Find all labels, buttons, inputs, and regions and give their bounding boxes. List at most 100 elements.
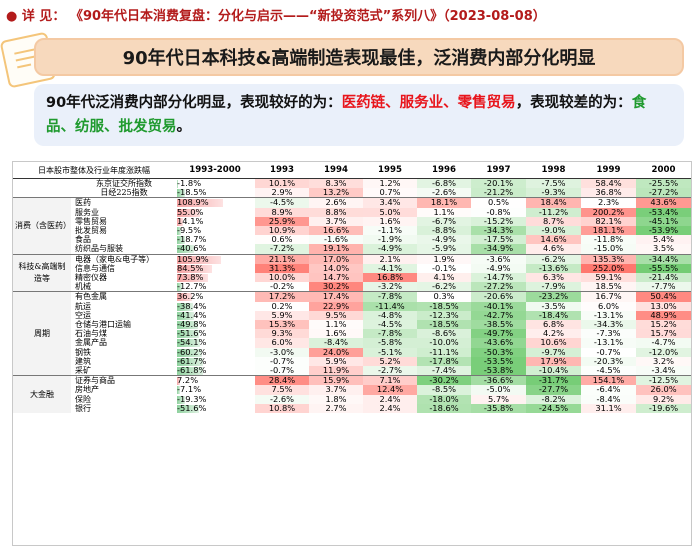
cell-value: 5.2% [363, 356, 417, 367]
cell-value: -11.2% [526, 207, 581, 217]
cell-value: -7.9% [526, 282, 581, 292]
table-row: 纺织品与服装 -40.6% -7.2% 19.1% -4.9% -5.9% -34.9% 4.… [13, 244, 691, 255]
row-name: 纺织品与服装 [75, 244, 123, 254]
cell-value: 84.5% [177, 263, 204, 273]
cell-value: 108.9% [177, 197, 209, 208]
table-row: 日经225指数 -18.5% 2.9% 13.2% 0.7% -2.6% -21.2% -9.… [13, 188, 691, 198]
cell-value: -15.2% [471, 216, 526, 227]
cell-value: -24.5% [526, 403, 581, 414]
row-name: 房地产 [75, 385, 99, 395]
group-label [13, 177, 71, 198]
cell-value: 17.0% [309, 253, 363, 264]
cell-value: -6.2% [417, 282, 471, 292]
cell-value: -4.9% [363, 244, 417, 255]
cell-value: 48.9% [636, 310, 691, 321]
cell-value: -1.9% [363, 235, 417, 245]
row-name: 石油与煤 [75, 329, 107, 339]
cumulative-return-cell: -60.2% [175, 348, 255, 357]
cell-value: 22.9% [309, 301, 363, 311]
column-header: 1998 [526, 162, 581, 179]
cell-value: -42.7% [471, 310, 526, 321]
cell-value: -50.3% [471, 347, 526, 357]
cell-value: 2.7% [309, 403, 363, 414]
cell-value: 36.2% [177, 291, 204, 302]
column-header: 1993 [255, 162, 309, 179]
cell-value: -51.6% [177, 403, 207, 413]
column-header: 1993-2000 [175, 162, 255, 179]
table-row: 航运 -38.4% 0.2% 22.9% -11.4% -18.5% -40.1% -3.5%… [13, 301, 691, 311]
summary-bad-sectors: 食品、纺服、批发贸易 [46, 95, 647, 135]
cell-value: 5.0% [363, 207, 417, 217]
cell-value: 16.7% [581, 291, 636, 302]
cell-value: -34.9% [471, 244, 526, 255]
cell-value: -60.2% [177, 347, 207, 357]
cell-value: -43.6% [471, 338, 526, 348]
cell-value: 4.6% [526, 244, 581, 255]
cumulative-return-bar [177, 367, 203, 376]
cell-value: 17.9% [526, 356, 581, 367]
cell-value: -18.6% [417, 403, 471, 414]
cell-value: -40.1% [471, 301, 526, 311]
cell-value: -49.8% [177, 320, 207, 330]
cell-value: -13.6% [526, 263, 581, 274]
cell-value: -61.7% [177, 356, 207, 366]
cell-value: -2.6% [417, 188, 471, 198]
cell-value: 154.1% [581, 375, 636, 386]
returns-table: 日本股市整体及行业年度涨跌幅 1993-2000 1993 1994 1995 … [13, 162, 691, 414]
cell-value: -51.6% [177, 329, 207, 339]
cell-value: -55.5% [636, 263, 691, 274]
table-row: 东京证交所指数 -1.8% 10.1% 8.3% 1.2% -6.8% -20.1% -7.5… [13, 177, 691, 198]
cumulative-return-bar [177, 311, 195, 320]
cumulative-return-cell: -51.6% [175, 329, 255, 339]
cell-value: 12.4% [363, 385, 417, 395]
cumulative-return-cell: -1.8% [175, 178, 255, 189]
table-row: 钢铁 -60.2% -3.0% 24.0% -5.1% -11.1% -50.3% -9.7%… [13, 347, 691, 357]
summary-good-sectors: 医药链、服务业、零售贸易 [341, 95, 516, 111]
cell-value: 0.5% [471, 197, 526, 208]
table-row: 建筑 -61.7% -0.7% 5.9% 5.2% -17.8% -53.5% 17.9% -2… [13, 356, 691, 367]
cell-value: 8.9% [255, 207, 309, 217]
cell-value: -9.5% [177, 226, 202, 236]
cell-value: -41.4% [177, 310, 207, 320]
cumulative-return-bar [177, 395, 186, 404]
cumulative-return-cell: -41.4% [175, 311, 255, 320]
column-header: 2000 [636, 162, 691, 179]
cell-value: 2.6% [309, 197, 363, 208]
group-label: 周期 [13, 291, 71, 376]
cell-value: 2.4% [363, 394, 417, 404]
cell-value: -3.2% [363, 282, 417, 292]
table-row: 银行 -51.6% 10.8% 2.7% 2.4% -18.6% -35.8% -24.5% 3… [13, 403, 691, 414]
cell-value: -7.1% [177, 385, 202, 395]
cumulative-return-cell: -19.3% [175, 395, 255, 404]
cell-value: -36.6% [471, 375, 526, 386]
row-name: 建筑 [75, 356, 91, 366]
cell-value: 50.4% [636, 291, 691, 302]
cell-value: 10.8% [255, 403, 309, 414]
cell-value: 5.4% [636, 235, 691, 245]
cell-value: 1.9% [417, 253, 471, 264]
cumulative-return-cell: -51.6% [175, 404, 255, 413]
cell-value: -45.1% [636, 216, 691, 227]
cell-value: -18.0% [417, 394, 471, 404]
cell-value: 25.9% [255, 216, 309, 227]
cumulative-return-cell: -54.1% [175, 338, 255, 348]
cell-value: 73.8% [177, 273, 204, 283]
cumulative-return-cell: -18.7% [175, 235, 255, 245]
cell-value: -14.7% [471, 273, 526, 283]
reference-label: 详 见： [21, 9, 66, 24]
row-name: 日经225指数 [100, 188, 148, 198]
cell-value: 2.3% [581, 197, 636, 208]
cell-value: 10.6% [526, 338, 581, 348]
cell-value: 9.5% [309, 310, 363, 321]
cumulative-return-bar [177, 264, 213, 273]
cell-value: -4.8% [363, 310, 417, 321]
cell-value: -3.6% [471, 253, 526, 264]
cell-value: 0.6% [255, 235, 309, 245]
cumulative-return-bar [177, 245, 194, 254]
row-name: 采矿 [75, 366, 91, 376]
summary-text-end: 。 [176, 119, 192, 135]
cell-value: -4.9% [471, 263, 526, 274]
cell-value: 28.4% [255, 375, 309, 386]
cell-value: -53.4% [636, 207, 691, 217]
table-row: 批发贸易 -9.5% 10.9% 16.6% -1.1% -8.8% -34.3% -9.0%… [13, 226, 691, 236]
